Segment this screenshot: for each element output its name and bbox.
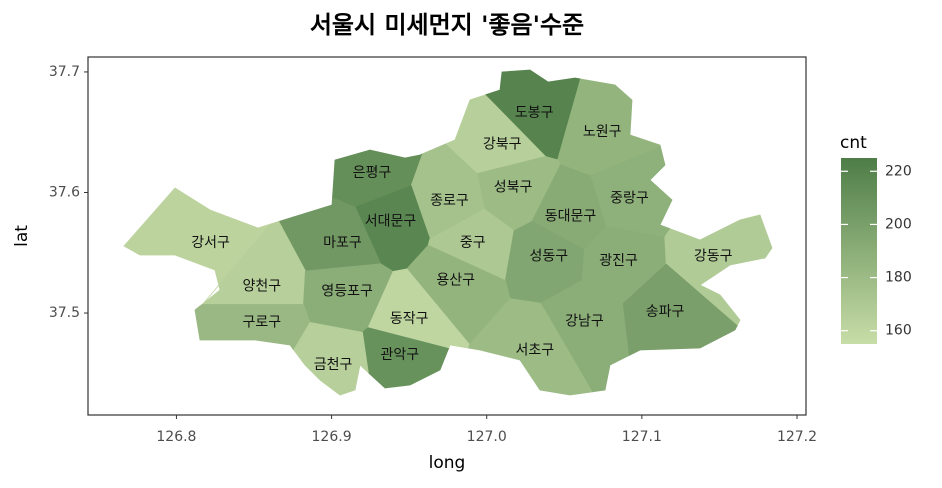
legend-tick-label: 180 (885, 270, 912, 286)
y-tick-label: 37.6 (49, 184, 80, 200)
x-axis-title: long (429, 453, 466, 473)
district-label: 송파구 (646, 304, 685, 320)
district-label: 구로구 (242, 315, 281, 331)
district-label: 도봉구 (515, 105, 554, 121)
y-axis-title: lat (12, 225, 32, 247)
x-tick-label: 126.9 (312, 429, 352, 445)
legend-title: cnt (840, 133, 867, 153)
district (362, 327, 450, 389)
district (622, 263, 738, 356)
x-tick-label: 127.2 (777, 429, 817, 445)
district-label: 동작구 (390, 311, 429, 327)
district-label: 관악구 (381, 347, 420, 363)
panel-border (87, 56, 807, 416)
district-label: 용산구 (436, 272, 475, 288)
district (293, 321, 369, 396)
district-label: 강동구 (694, 248, 733, 264)
x-tick-label: 127.1 (622, 429, 662, 445)
y-tick-label: 37.5 (49, 305, 80, 321)
district-label: 광진구 (599, 253, 638, 269)
chart-title: 서울시 미세먼지 '좋음'수준 (310, 11, 584, 39)
legend-tick-label: 220 (885, 163, 912, 179)
district-label: 노원구 (583, 124, 622, 140)
district-label: 동대문구 (545, 209, 597, 225)
district-label: 성동구 (529, 248, 568, 264)
district (468, 298, 593, 396)
x-tick-label: 126.8 (156, 429, 196, 445)
district-label: 성북구 (494, 180, 533, 196)
district-label: 중랑구 (610, 191, 649, 207)
legend-tick-label: 160 (885, 323, 912, 339)
district (194, 304, 311, 351)
district (367, 268, 470, 349)
district-label: 서초구 (515, 342, 554, 358)
district-label: 금천구 (314, 357, 353, 373)
district-label: 중구 (460, 235, 486, 251)
y-tick-label: 37.7 (49, 64, 80, 80)
district-label: 영등포구 (321, 283, 373, 299)
legend-tick-label: 200 (885, 216, 912, 232)
district-label: 강남구 (565, 313, 604, 329)
district-label: 강북구 (483, 136, 522, 152)
district-label: 서대문구 (365, 213, 417, 229)
district-label: 은평구 (353, 165, 392, 181)
district-label: 마포구 (323, 235, 362, 251)
legend-colorbar (841, 158, 877, 344)
district-label: 양천구 (242, 279, 281, 295)
district-label: 종로구 (430, 193, 469, 209)
district-label: 강서구 (191, 235, 230, 251)
x-tick-label: 127.0 (467, 429, 507, 445)
